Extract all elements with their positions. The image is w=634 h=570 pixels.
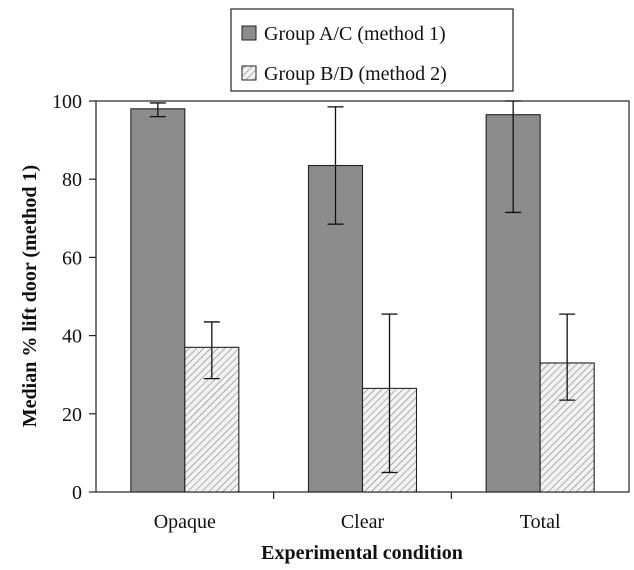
y-tick-label: 0 <box>72 482 82 504</box>
legend-box <box>230 8 514 92</box>
y-tick-label: 40 <box>62 326 82 348</box>
legend-swatch-series-2 <box>241 65 257 81</box>
x-tick-label: Opaque <box>154 511 216 533</box>
error-bars-layer <box>149 100 576 474</box>
legend-label-series-1: Group A/C (method 1) <box>264 23 446 45</box>
y-tick-label: 60 <box>62 247 82 269</box>
y-axis-title: Median % lift door (method 1) <box>19 165 41 427</box>
x-tick-label: Total <box>520 511 561 533</box>
ticks-layer: 0 20 40 60 80 100 Opaque Clear Total <box>52 91 561 533</box>
legend-swatch-series-1 <box>241 25 257 41</box>
y-tick-label: 20 <box>62 404 82 426</box>
y-tick-label: 100 <box>52 91 82 113</box>
bars-layer <box>130 108 595 493</box>
x-axis-title: Experimental condition <box>261 542 463 564</box>
x-tick-label: Clear <box>341 511 385 533</box>
legend-label-series-2: Group B/D (method 2) <box>264 63 447 85</box>
bar-series-1 <box>130 108 186 493</box>
y-tick-label: 80 <box>62 169 82 191</box>
